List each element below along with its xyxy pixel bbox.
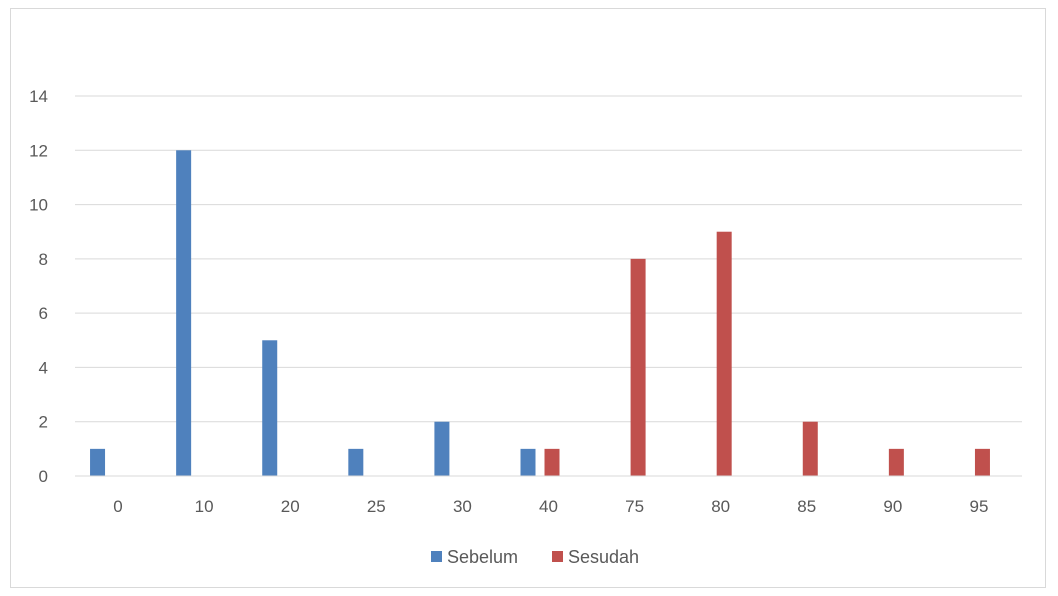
x-tick-label: 20 [281, 497, 300, 516]
x-tick-label: 80 [711, 497, 730, 516]
y-tick-label: 2 [39, 413, 48, 432]
x-tick-label: 30 [453, 497, 472, 516]
y-tick-label: 10 [29, 196, 48, 215]
bar-sesudah-75 [630, 258, 646, 476]
x-tick-label: 40 [539, 497, 558, 516]
x-tick-label: 75 [625, 497, 644, 516]
x-tick-label: 25 [367, 497, 386, 516]
x-tick-label: 90 [883, 497, 902, 516]
bar-sebelum-20 [262, 340, 278, 476]
y-tick-label: 8 [39, 250, 48, 269]
legend-swatch-sebelum [431, 551, 442, 562]
x-axis-tick-labels: 0 10 20 25 30 40 75 80 85 90 95 [113, 497, 988, 516]
legend-label-sebelum: Sebelum [447, 547, 518, 567]
y-tick-label: 6 [39, 304, 48, 323]
y-tick-label: 0 [39, 467, 48, 486]
bar-sesudah-95 [974, 448, 990, 476]
legend-label-sesudah: Sesudah [568, 547, 639, 567]
y-tick-label: 12 [29, 141, 48, 160]
bar-sesudah-40 [544, 448, 560, 476]
legend-swatch-sesudah [552, 551, 563, 562]
bar-sebelum-25 [348, 448, 364, 476]
bar-sesudah-90 [888, 448, 904, 476]
y-axis-tick-labels: 0 2 4 6 8 10 12 14 [29, 87, 48, 486]
bar-sebelum-30 [434, 421, 450, 476]
bar-sebelum-10 [176, 150, 192, 477]
bar-sesudah-80 [716, 231, 732, 476]
bar-sebelum-40 [520, 448, 536, 476]
y-tick-label: 4 [39, 358, 48, 377]
x-tick-label: 85 [797, 497, 816, 516]
bar-sesudah-85 [802, 421, 818, 476]
bars [90, 150, 990, 477]
x-tick-label: 95 [969, 497, 988, 516]
legend: Sebelum Sesudah [431, 547, 639, 567]
bar-sebelum-0 [90, 448, 106, 476]
y-tick-label: 14 [29, 87, 48, 106]
x-tick-label: 10 [195, 497, 214, 516]
x-tick-label: 0 [113, 497, 122, 516]
gridlines [75, 95, 1022, 423]
